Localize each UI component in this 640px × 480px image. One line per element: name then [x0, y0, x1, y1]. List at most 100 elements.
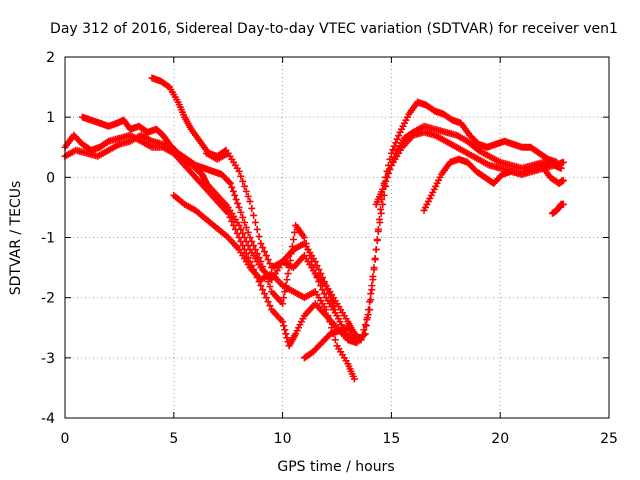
data-point	[380, 191, 388, 199]
data-point	[259, 286, 267, 294]
data-point	[233, 229, 241, 237]
data-point	[384, 161, 392, 169]
x-tick-label: 10	[274, 431, 292, 447]
data-point	[311, 258, 319, 266]
data-point	[300, 234, 308, 241]
data-series	[61, 74, 567, 383]
data-point	[289, 236, 297, 244]
data-point	[262, 294, 270, 302]
data-point	[255, 254, 263, 262]
data-point	[246, 234, 254, 241]
data-point	[361, 321, 369, 329]
data-point	[264, 278, 272, 286]
data-point	[264, 256, 272, 264]
data-point	[230, 221, 238, 229]
data-point	[324, 286, 332, 294]
data-point	[553, 158, 561, 166]
data-point	[244, 254, 252, 262]
y-tick-label: 1	[46, 110, 55, 126]
data-point	[291, 228, 299, 236]
data-point	[360, 331, 368, 339]
data-point	[231, 225, 239, 233]
y-tick-label: -1	[41, 231, 55, 247]
data-point	[320, 278, 328, 286]
data-point	[264, 298, 272, 306]
y-tick-label: -4	[41, 411, 55, 427]
data-point	[369, 273, 377, 281]
data-point	[363, 314, 371, 322]
data-point	[237, 172, 245, 180]
data-point	[228, 183, 236, 191]
data-point	[234, 199, 242, 207]
data-point	[231, 191, 239, 199]
data-point	[362, 322, 370, 330]
data-point	[559, 176, 567, 184]
data-point	[382, 173, 390, 181]
data-point	[250, 242, 258, 250]
series-track-10	[548, 200, 567, 217]
y-axis-label: SDTVAR / TECUs	[8, 181, 24, 296]
data-point	[390, 142, 398, 150]
data-point	[250, 211, 258, 219]
data-point	[390, 153, 398, 161]
data-point	[235, 167, 243, 175]
data-point	[164, 82, 172, 90]
data-point	[357, 336, 365, 344]
data-point	[253, 225, 261, 233]
data-point	[242, 250, 250, 258]
data-point	[279, 318, 287, 326]
data-point	[366, 298, 374, 306]
data-point	[262, 252, 270, 260]
data-point	[266, 283, 274, 291]
data-point	[559, 158, 567, 166]
data-point	[224, 209, 232, 217]
x-tick-label: 0	[61, 431, 70, 447]
y-tick-label: 2	[46, 50, 55, 66]
plot-frame	[64, 56, 610, 419]
data-point	[255, 232, 263, 240]
data-point	[284, 270, 292, 278]
data-point	[241, 182, 249, 190]
x-axis-label: GPS time / hours	[277, 459, 394, 475]
data-point	[286, 257, 294, 265]
data-point	[251, 246, 259, 254]
data-point	[257, 240, 265, 248]
x-tick-label: 20	[491, 431, 509, 447]
data-point	[242, 187, 250, 195]
data-point	[386, 155, 394, 163]
series-track-1	[61, 128, 565, 344]
series-track-2	[61, 122, 567, 350]
data-point	[283, 276, 291, 284]
data-point	[251, 218, 259, 226]
chart-title: Day 312 of 2016, Sidereal Day-to-day VTE…	[50, 21, 618, 37]
data-point	[318, 274, 326, 282]
series-track-5	[170, 191, 358, 383]
data-point	[559, 200, 567, 208]
data-point	[322, 282, 330, 290]
data-point	[371, 255, 379, 263]
data-point	[331, 306, 339, 314]
data-point	[329, 302, 337, 310]
data-point	[379, 185, 387, 193]
data-point	[387, 149, 395, 157]
data-point	[350, 375, 358, 383]
data-point	[322, 306, 330, 314]
y-tick-label: 0	[46, 170, 55, 186]
data-point	[259, 244, 267, 252]
data-point	[241, 218, 249, 226]
series-track-9	[420, 155, 567, 214]
data-point	[259, 263, 267, 271]
data-point	[309, 264, 317, 272]
data-point	[365, 306, 373, 314]
data-point	[379, 200, 387, 208]
data-point	[226, 179, 234, 187]
data-point	[315, 266, 323, 274]
data-point	[226, 213, 234, 221]
data-point	[244, 192, 252, 200]
data-point	[103, 138, 111, 146]
data-point	[253, 250, 261, 258]
data-point	[372, 246, 380, 254]
data-point	[376, 218, 384, 226]
data-point	[313, 262, 321, 270]
data-point	[317, 270, 325, 278]
